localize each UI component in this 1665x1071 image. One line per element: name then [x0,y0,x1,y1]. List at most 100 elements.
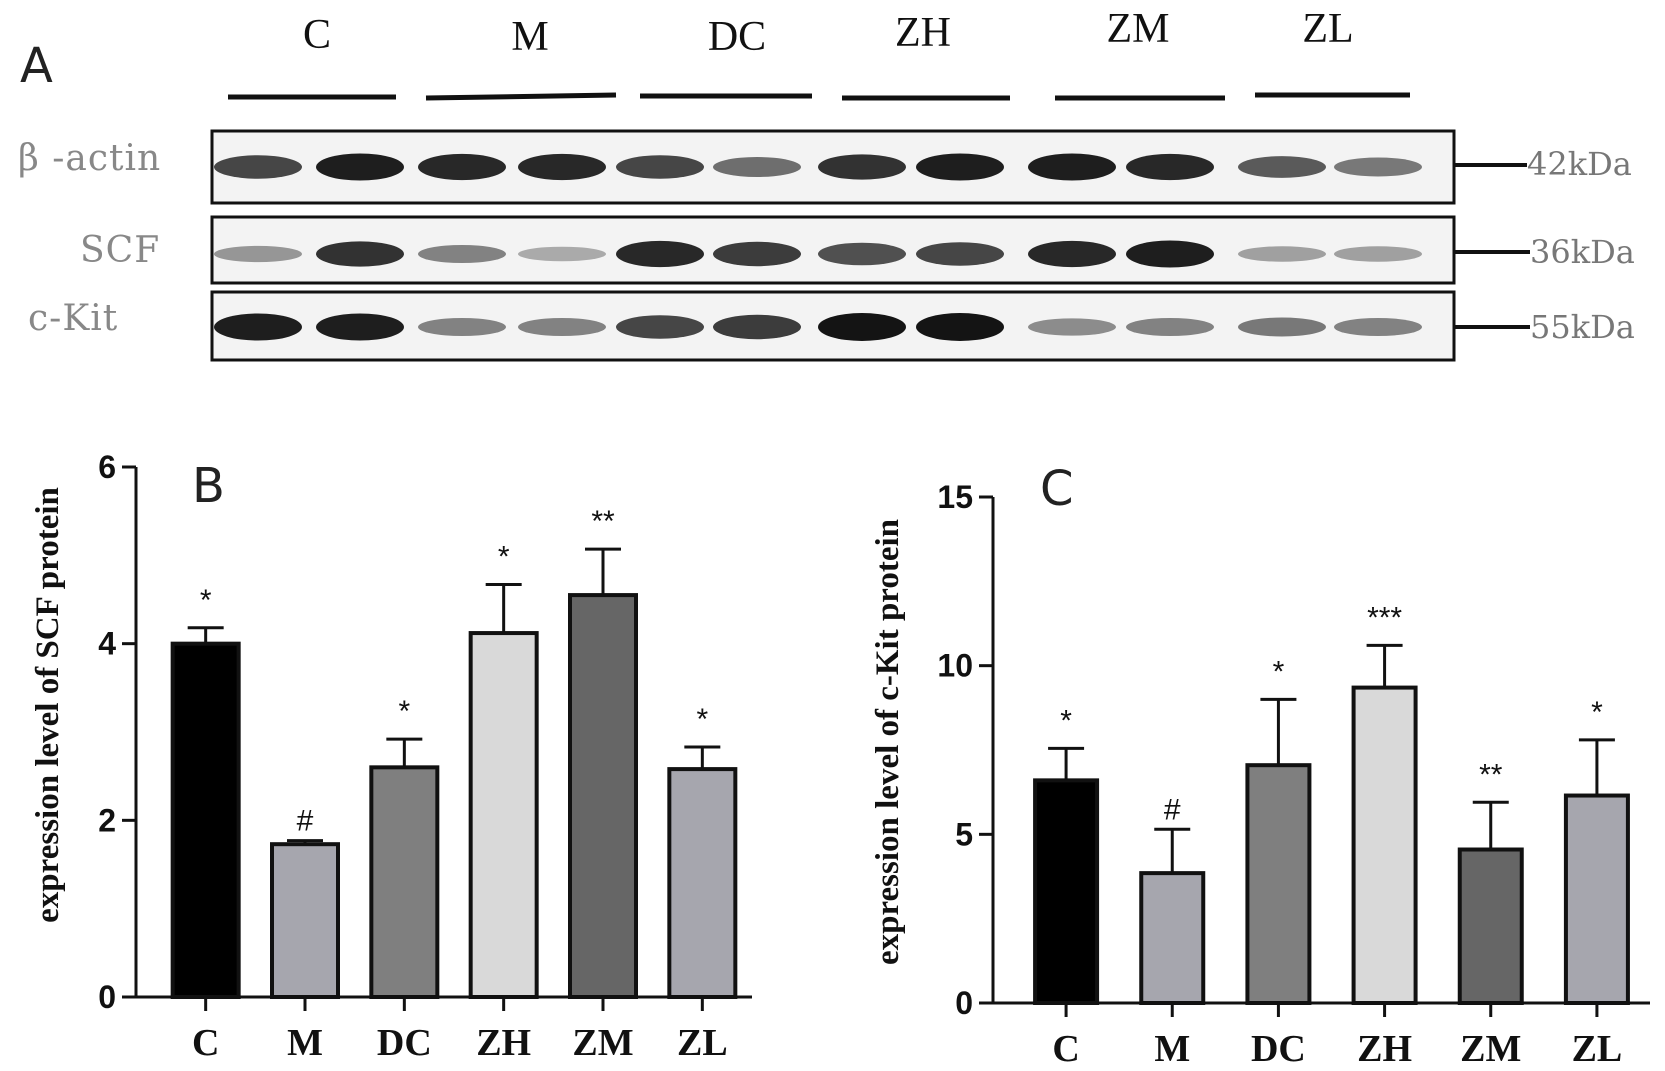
blot-band [316,153,404,181]
blot-band [713,241,801,267]
blot-band [1238,156,1326,178]
y-tick-label: 5 [955,816,973,852]
chart-scf: B expression level of SCF protein 0 2 4 6 * C… [30,449,752,1064]
significance-marker: * [696,703,708,736]
row-label-beta-actin: β -actin [18,138,161,179]
blot-band [616,240,704,268]
marker-label-42kda: 42kDa [1527,145,1632,183]
significance-marker: ** [1479,758,1503,791]
blot-band [916,242,1004,266]
panel-letter-c: C [1040,461,1074,517]
significance-marker: * [1273,655,1285,688]
panel-letter-b: B [192,458,225,514]
significance-marker: ** [591,505,615,538]
x-tick-label: C [1052,1028,1079,1070]
western-blot-panel: A C M DC ZH ZM ZL β -actin 42kDa SCF 36k… [18,6,1635,362]
bands-scf [214,240,1422,268]
group-label-zl: ZL [1302,6,1353,52]
y-tick-label: 15 [937,479,973,515]
y-tick-label: 10 [937,648,973,684]
y-tick-label: 6 [98,449,116,485]
blot-band [1028,240,1116,268]
blot-band [1126,153,1214,181]
blot-band [1334,157,1422,177]
significance-marker: # [1164,793,1181,826]
significance-marker: * [398,695,410,728]
chart-c-kit: C expression level of c-Kit protein 0 5 10… [870,461,1650,1070]
blot-band [518,317,606,337]
significance-marker: * [1591,696,1603,729]
x-tick-label: ZM [572,1022,633,1064]
marker-label-55kda: 55kDa [1530,308,1635,346]
x-tick-label: ZH [476,1022,531,1064]
blot-band [518,153,606,181]
blot-band [916,313,1004,341]
blot-band [1028,153,1116,181]
bar-dc [1245,763,1312,1005]
group-label-zm: ZM [1107,6,1170,52]
significance-marker: * [1060,704,1072,737]
blot-band [214,245,302,263]
x-tick-label: C [192,1022,219,1064]
bar-zl [667,767,738,999]
bar-c [1033,778,1100,1005]
bar-m [270,842,340,1000]
bar-zh [468,631,539,999]
y-tick-label: 0 [955,985,973,1021]
bar-m [1139,871,1206,1005]
bar-zm [1457,847,1524,1005]
y-axis-title-scf: expression level of SCF protein [30,487,66,923]
blot-band [818,313,906,341]
panel-letter-a: A [20,38,53,94]
blot-band [418,153,506,181]
y-axis-title-c-kit: expression level of c-Kit protein [870,519,906,965]
blot-band [518,246,606,262]
group-label-zh: ZH [895,10,951,56]
bands-beta-actin [214,153,1422,181]
blot-band [214,313,302,341]
bar-zm [568,593,638,999]
blot-band [616,315,704,339]
x-tick-label: DC [377,1022,432,1064]
group-label-dc: DC [708,14,766,60]
x-tick-label: ZH [1357,1028,1412,1070]
blot-band [418,317,506,337]
bar-zh [1351,685,1418,1005]
row-label-scf: SCF [80,230,160,271]
y-tick-label: 2 [98,802,116,838]
blot-band [1334,246,1422,262]
blot-band [316,313,404,341]
blot-band [316,241,404,267]
x-tick-label: ZL [677,1022,728,1064]
y-tick-label: 4 [98,626,116,662]
blot-band [214,155,302,179]
blot-band [713,314,801,340]
x-tick-label: DC [1251,1028,1306,1070]
blot-band [1028,318,1116,336]
x-tick-label: ZM [1460,1028,1521,1070]
significance-marker: # [297,805,314,838]
bar-zl [1563,793,1630,1005]
significance-marker: * [200,584,212,617]
blot-band [1126,317,1214,337]
significance-marker: * [498,540,510,573]
y-tick-label: 0 [98,979,116,1015]
group-label-m: M [511,14,548,60]
blot-band [616,155,704,179]
blot-band [916,153,1004,181]
group-label-c: C [303,12,331,58]
bands-c-kit [214,313,1422,341]
bar-c [170,641,241,1000]
x-tick-label: M [287,1022,323,1064]
marker-label-36kda: 36kDa [1530,233,1635,271]
blot-band [713,157,801,177]
group-underlines [228,92,1410,101]
blot-band [818,242,906,266]
blot-band [818,154,906,180]
blot-band [1238,317,1326,337]
blot-band [1238,246,1326,262]
bar-dc [369,765,440,999]
x-tick-label: M [1154,1028,1190,1070]
group-underline-m [425,92,617,101]
